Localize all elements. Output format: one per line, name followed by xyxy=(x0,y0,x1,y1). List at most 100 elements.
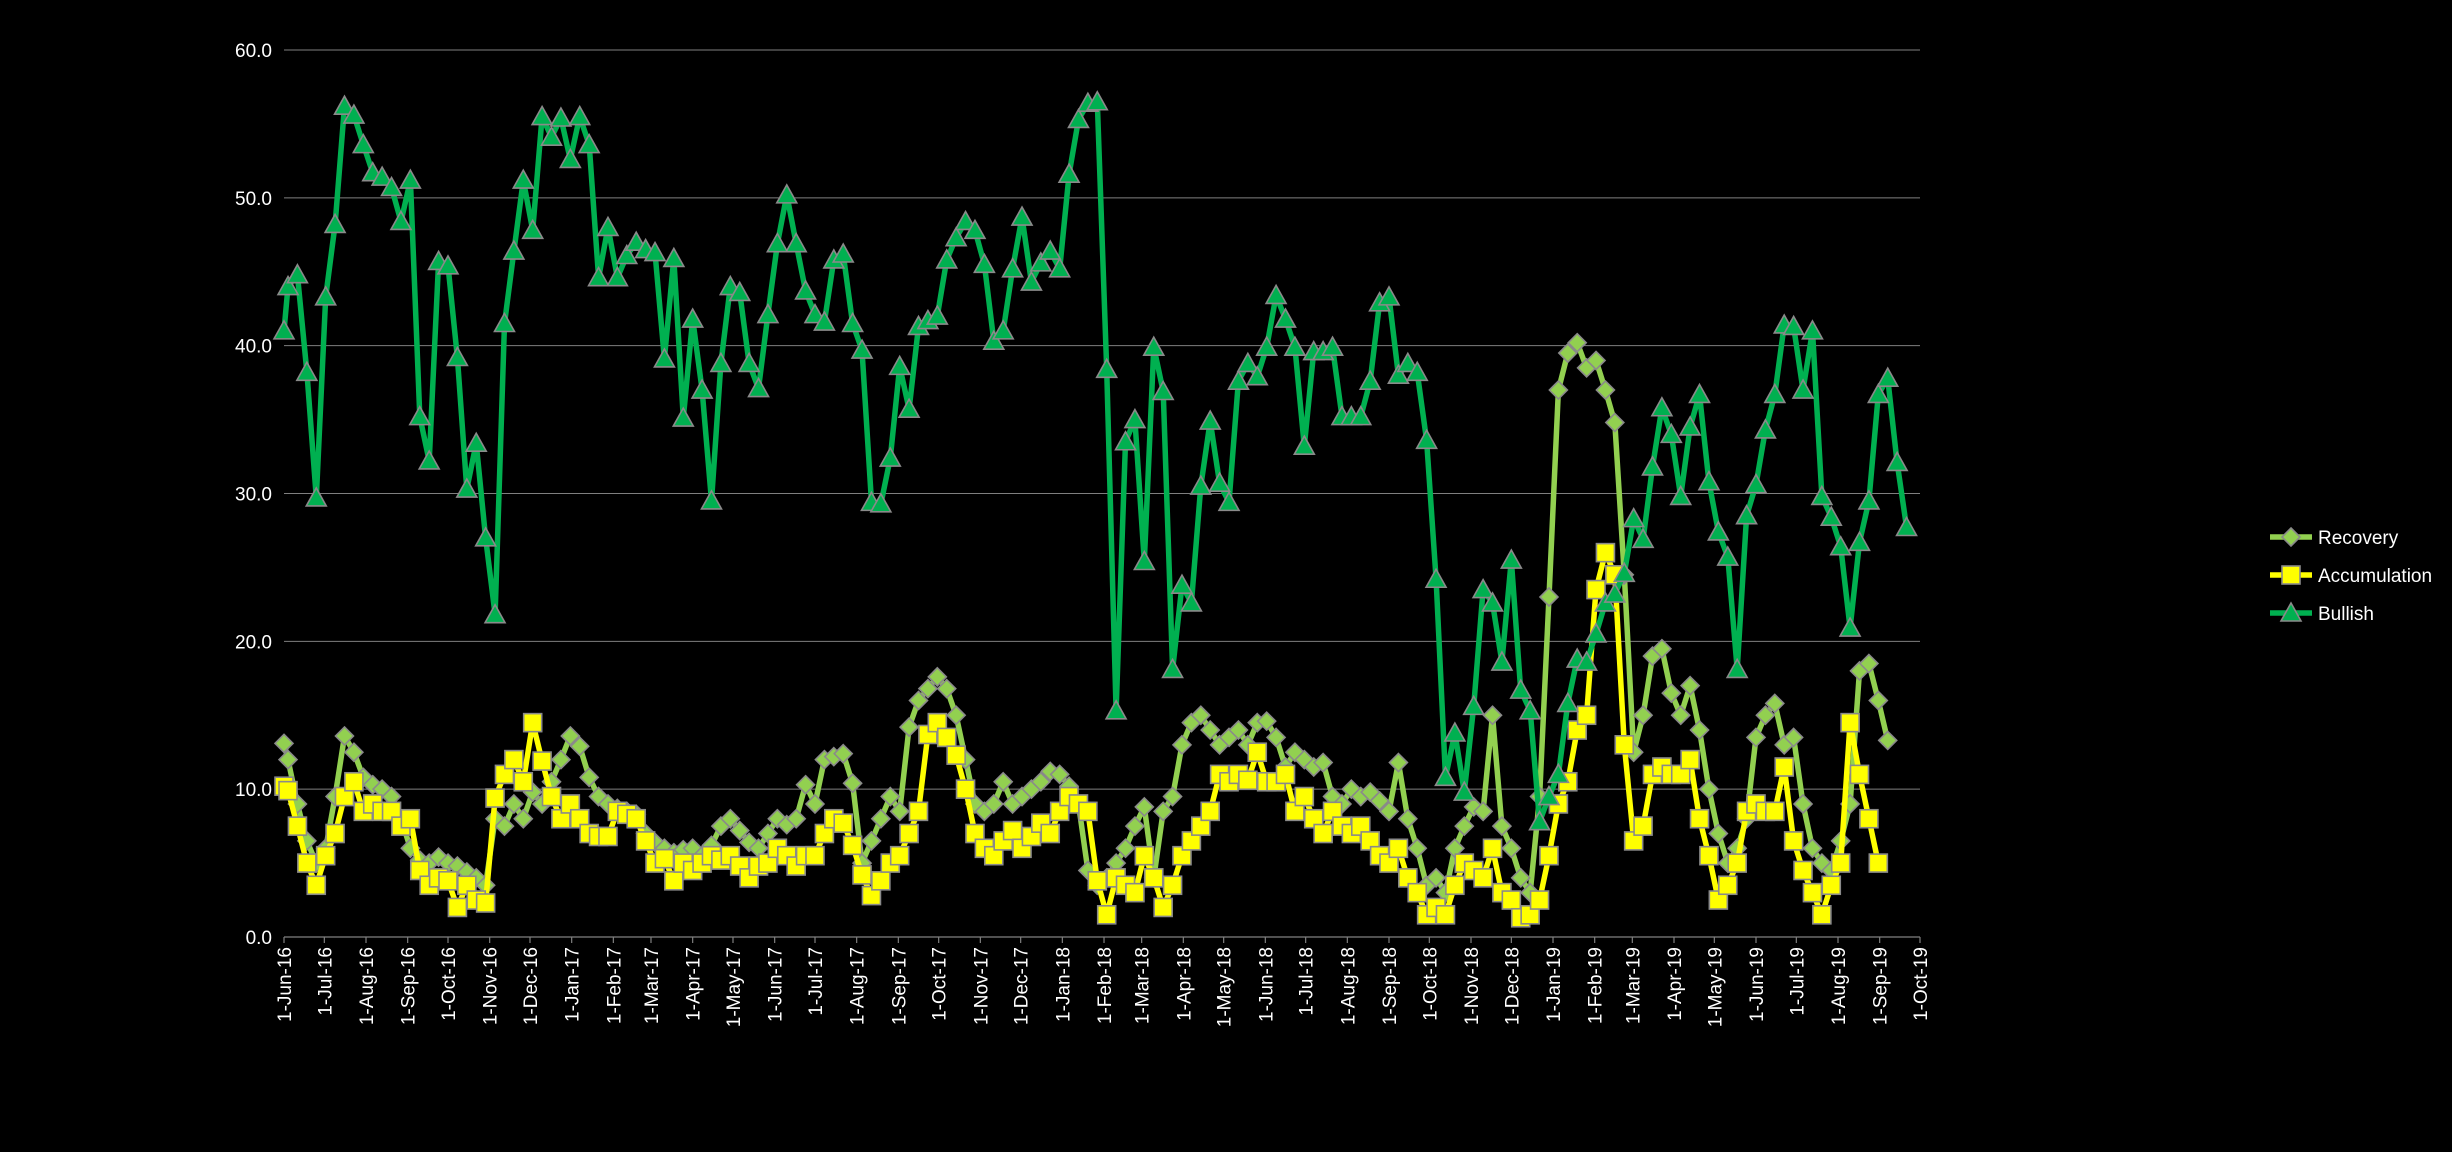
data-point xyxy=(1170,573,1194,594)
data-point xyxy=(1358,369,1382,390)
data-point xyxy=(1858,653,1880,674)
data-point xyxy=(1614,735,1635,755)
data-point xyxy=(579,767,600,788)
data-point xyxy=(794,279,817,300)
data-point xyxy=(973,252,996,274)
data-point xyxy=(1407,882,1428,903)
x-tick-label: 1-Sep-18 xyxy=(1380,947,1401,1025)
data-point xyxy=(306,875,327,896)
data-point xyxy=(550,749,572,770)
data-point xyxy=(1321,335,1344,356)
data-point xyxy=(1716,545,1740,566)
series-bullish xyxy=(272,90,1918,831)
data-point xyxy=(1765,801,1785,822)
data-point xyxy=(1547,762,1570,784)
data-point xyxy=(1631,527,1655,549)
data-point xyxy=(485,788,505,808)
data-point xyxy=(1217,490,1241,512)
data-point xyxy=(1755,705,1776,726)
data-point xyxy=(671,406,695,427)
data-point xyxy=(852,865,872,885)
data-point xyxy=(447,897,468,918)
data-point xyxy=(1057,162,1081,183)
data-point xyxy=(389,209,413,231)
data-point xyxy=(1812,905,1832,925)
data-point xyxy=(351,132,375,154)
data-point xyxy=(1002,820,1023,841)
data-point xyxy=(1848,530,1871,552)
data-point xyxy=(927,666,948,687)
data-point xyxy=(1548,379,1569,401)
data-point xyxy=(775,183,799,204)
data-point xyxy=(664,871,684,891)
data-point xyxy=(400,808,421,829)
x-tick-label: 1-Mar-19 xyxy=(1623,947,1644,1024)
data-point xyxy=(1612,561,1636,583)
data-point xyxy=(1735,504,1758,525)
legend-marker xyxy=(2279,601,2303,622)
data-point xyxy=(502,239,526,260)
data-point xyxy=(1038,239,1062,260)
data-point xyxy=(436,254,460,275)
data-point xyxy=(1388,752,1409,773)
x-tick-label: 1-Jan-18 xyxy=(1053,947,1074,1022)
data-point xyxy=(1143,868,1164,888)
data-point xyxy=(1153,801,1174,822)
data-point xyxy=(1200,719,1221,741)
data-point xyxy=(795,774,816,795)
data-point xyxy=(729,820,750,841)
data-point xyxy=(1369,790,1390,812)
data-point xyxy=(1472,801,1494,822)
x-tick-label: 1-Oct-19 xyxy=(1911,947,1932,1021)
y-tick-label: 30.0 xyxy=(235,485,272,506)
data-point xyxy=(1200,801,1221,822)
x-tick-label: 1-Aug-17 xyxy=(848,947,869,1025)
data-point xyxy=(1792,793,1814,815)
data-point xyxy=(803,302,827,324)
data-point xyxy=(532,751,552,771)
x-tick-label: 1-Sep-16 xyxy=(399,947,420,1025)
data-point xyxy=(983,793,1004,815)
data-point xyxy=(521,218,545,240)
x-axis: 1-Jun-16 1-Jul-16 1-Aug-16 1-Sep-16 1-Oct-16… xyxy=(275,936,1932,1027)
data-point xyxy=(1490,650,1514,671)
data-point xyxy=(681,307,705,328)
data-point xyxy=(1397,808,1418,829)
data-point xyxy=(1575,650,1598,671)
data-point xyxy=(1622,506,1646,528)
data-point xyxy=(615,243,639,265)
x-tick-label: 1-Oct-18 xyxy=(1420,947,1441,1021)
x-tick-label: 1-Sep-19 xyxy=(1871,947,1892,1025)
data-point xyxy=(908,690,929,711)
data-point xyxy=(1313,752,1334,773)
data-point xyxy=(1482,838,1503,859)
data-point xyxy=(1801,319,1824,340)
legend-label: Accumulation xyxy=(2318,566,2432,587)
data-point xyxy=(1764,693,1785,714)
data-point xyxy=(813,310,836,331)
data-point xyxy=(936,727,957,748)
data-point xyxy=(1256,711,1277,732)
data-point xyxy=(1499,548,1523,569)
x-tick-label: 1-Oct-17 xyxy=(930,947,951,1021)
data-point xyxy=(1434,765,1457,787)
data-point xyxy=(833,743,854,764)
x-tick-label: 1-Feb-18 xyxy=(1095,947,1116,1024)
data-point xyxy=(1697,470,1721,491)
data-point xyxy=(1810,484,1834,506)
data-point xyxy=(1783,831,1804,851)
data-point xyxy=(323,212,347,234)
data-point xyxy=(643,240,667,262)
data-point xyxy=(273,733,295,754)
data-point xyxy=(765,232,789,253)
data-point xyxy=(1125,882,1145,903)
data-point xyxy=(1849,764,1870,785)
data-point xyxy=(1725,657,1749,679)
data-point xyxy=(662,246,686,268)
data-point xyxy=(1153,897,1173,918)
data-point xyxy=(1717,875,1738,896)
data-point xyxy=(558,147,582,169)
data-point xyxy=(1396,351,1420,373)
data-point xyxy=(1085,90,1109,111)
data-point xyxy=(1603,582,1627,603)
